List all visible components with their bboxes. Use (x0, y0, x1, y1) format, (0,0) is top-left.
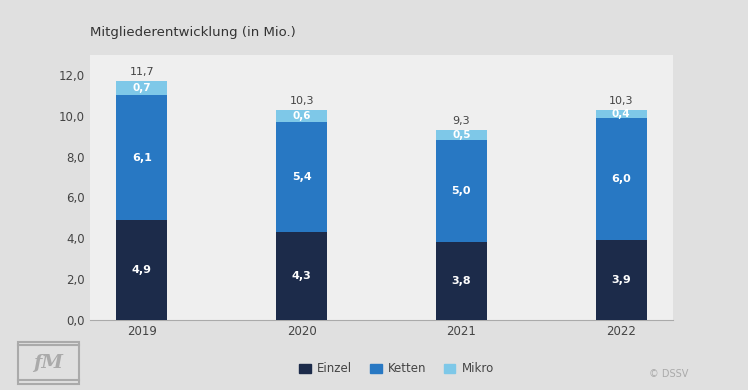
Bar (595, 110, 647, 118)
Bar (276, 110, 327, 122)
Text: 0,4: 0,4 (612, 109, 631, 119)
Bar (436, 140, 487, 242)
Legend: Einzel, Ketten, Mikro: Einzel, Ketten, Mikro (295, 358, 498, 380)
Bar (276, 122, 327, 232)
Bar (436, 242, 487, 320)
Bar (595, 118, 647, 240)
Text: 9,3: 9,3 (453, 116, 470, 126)
Text: 0,6: 0,6 (292, 111, 311, 121)
Text: Mitgliederentwicklung (in Mio.): Mitgliederentwicklung (in Mio.) (90, 26, 295, 39)
Bar (276, 232, 327, 320)
Text: 3,9: 3,9 (611, 275, 631, 285)
Text: 5,0: 5,0 (452, 186, 471, 196)
Bar (116, 81, 168, 96)
Text: 4,9: 4,9 (132, 265, 152, 275)
Text: 6,0: 6,0 (611, 174, 631, 184)
Bar (595, 240, 647, 320)
Text: 5,4: 5,4 (292, 172, 311, 182)
Bar (116, 96, 168, 220)
Bar (116, 220, 168, 320)
Text: 4,3: 4,3 (292, 271, 311, 281)
Text: 6,1: 6,1 (132, 152, 152, 163)
Text: 10,3: 10,3 (289, 96, 314, 106)
Text: 0,7: 0,7 (132, 83, 151, 93)
Bar (436, 130, 487, 140)
Text: 0,5: 0,5 (452, 130, 470, 140)
Text: 10,3: 10,3 (609, 96, 634, 106)
Text: © DSSV: © DSSV (649, 369, 688, 379)
Text: fM: fM (34, 354, 64, 372)
Text: 3,8: 3,8 (452, 276, 471, 286)
Text: 11,7: 11,7 (129, 67, 154, 78)
